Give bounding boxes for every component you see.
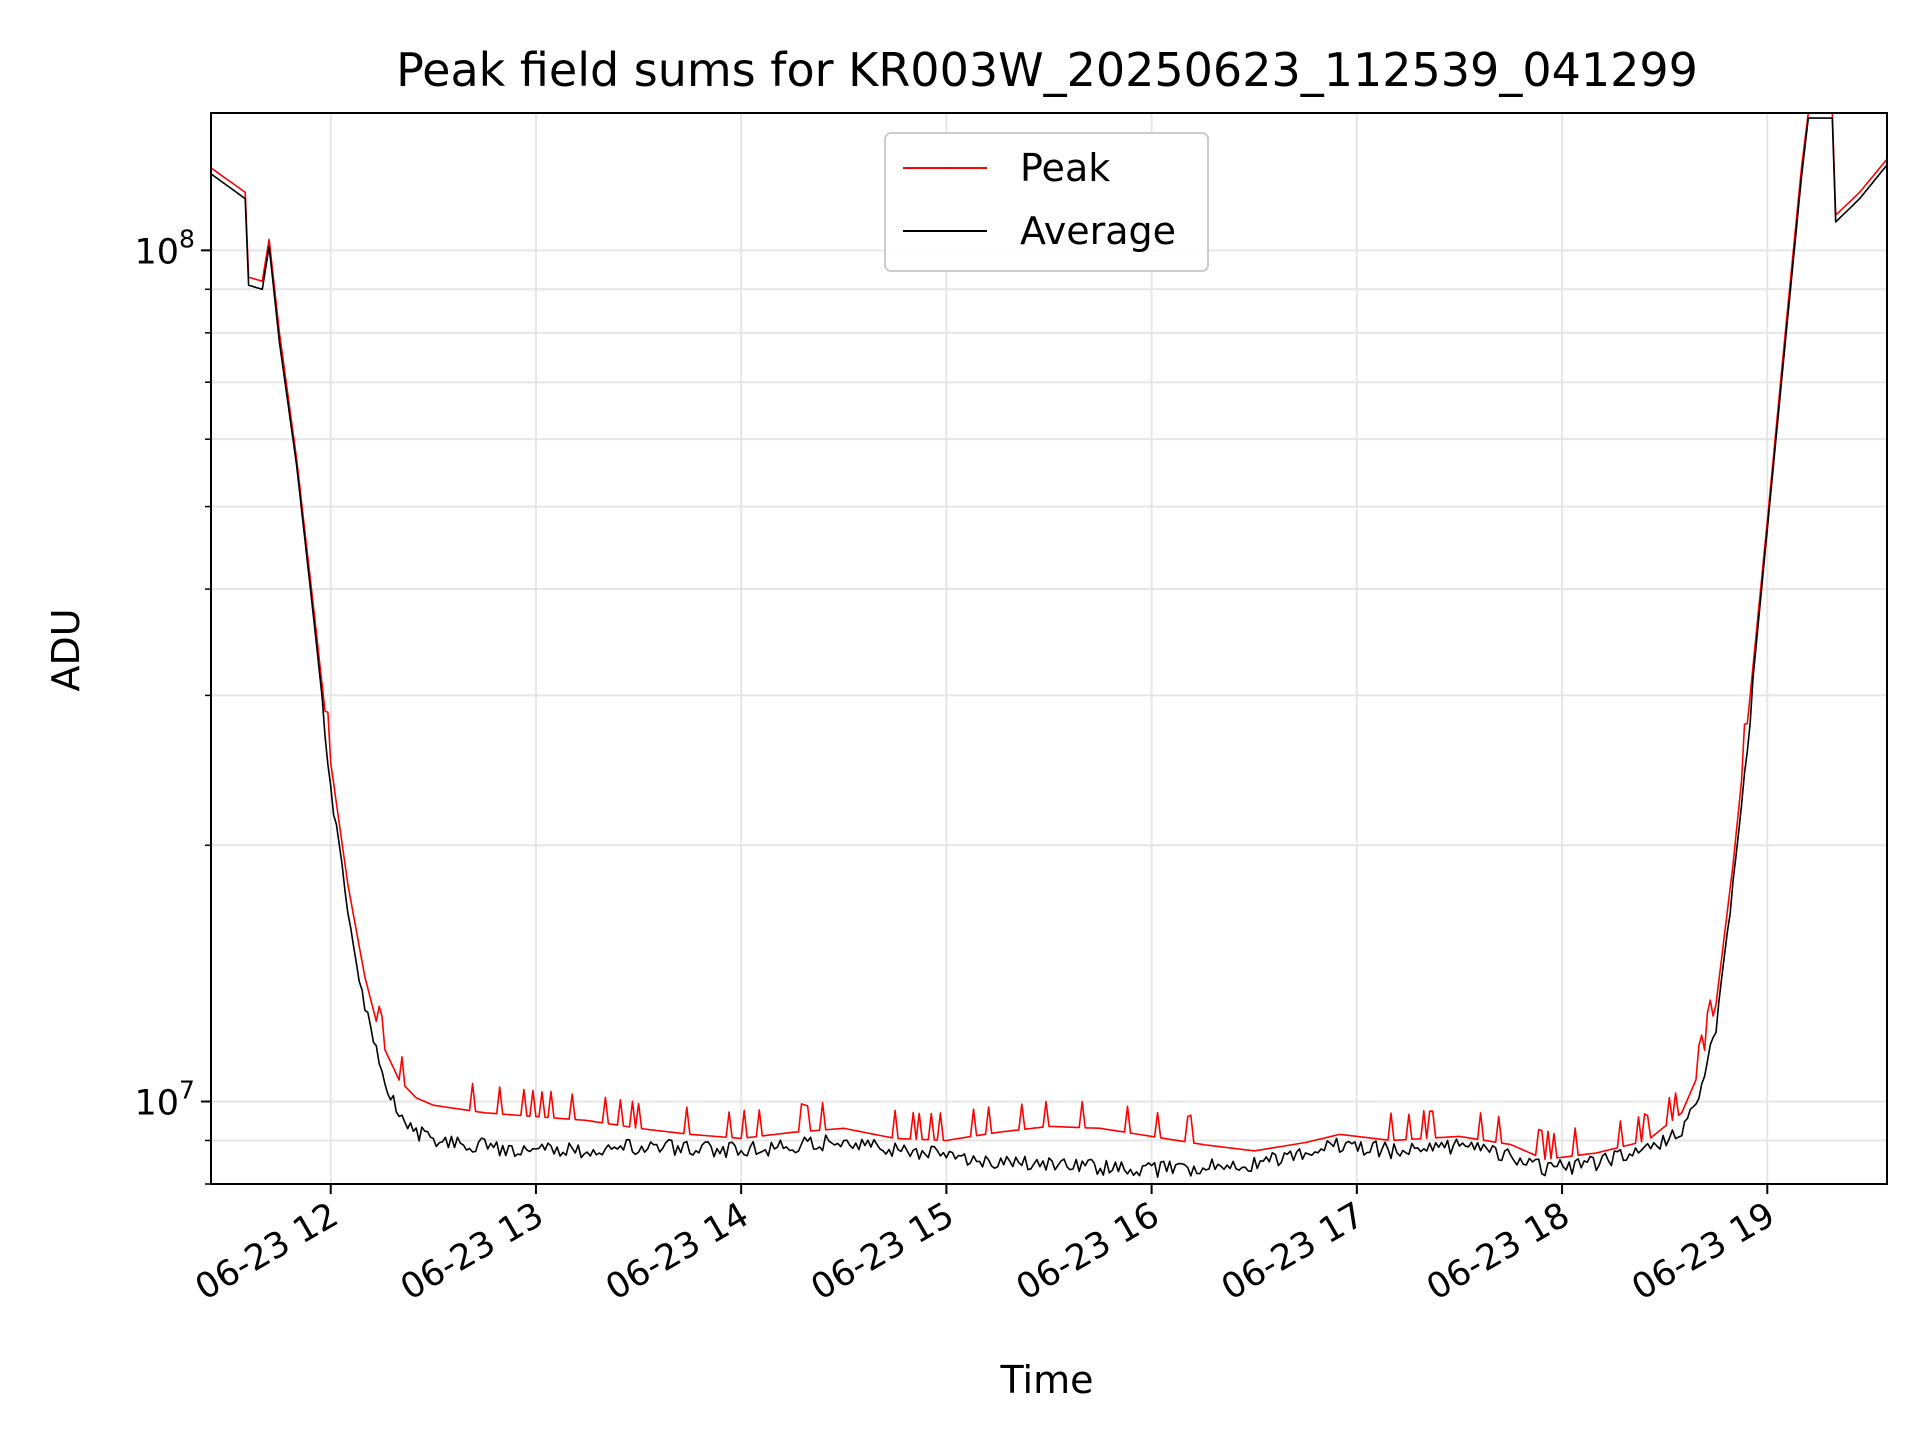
grid	[211, 113, 1887, 1185]
y-tick-label: 10	[134, 232, 179, 272]
x-tick-label: 06-23 16	[1010, 1195, 1166, 1308]
series-line-average	[210, 117, 1888, 1178]
x-tick-label: 06-23 15	[805, 1195, 961, 1308]
x-axis-label: Time	[1000, 1358, 1094, 1402]
y-tick-base: 10	[134, 232, 179, 272]
chart-title: Peak field sums for KR003W_20250623_1125…	[396, 43, 1698, 97]
x-tick-label: 06-23 19	[1625, 1195, 1781, 1308]
y-tick-exponent: 7	[179, 1076, 195, 1105]
x-tick-label: 06-23 12	[189, 1195, 345, 1308]
plot-frame	[210, 112, 1888, 1185]
x-tick-label: 06-23 14	[599, 1195, 755, 1308]
x-tick-label: 06-23 13	[394, 1195, 550, 1308]
y-axis-label: ADU	[44, 608, 88, 691]
legend-label-average: Average	[1020, 209, 1176, 253]
legend: Peak Average	[884, 132, 1209, 272]
legend-label-peak: Peak	[1020, 146, 1110, 190]
x-tick-label: 06-23 18	[1420, 1195, 1576, 1308]
y-tick-exponent: 8	[179, 224, 195, 253]
series-layer	[210, 112, 1888, 1178]
series-line-peak	[210, 112, 1888, 1161]
x-axis: 06-23 12 06-23 13 06-23 14 06-23 15 06-23 16…	[189, 1184, 1782, 1308]
y-tick-base: 10	[134, 1084, 179, 1124]
x-tick-label: 06-23 17	[1215, 1195, 1371, 1308]
y-tick-label: 10	[134, 1084, 179, 1124]
